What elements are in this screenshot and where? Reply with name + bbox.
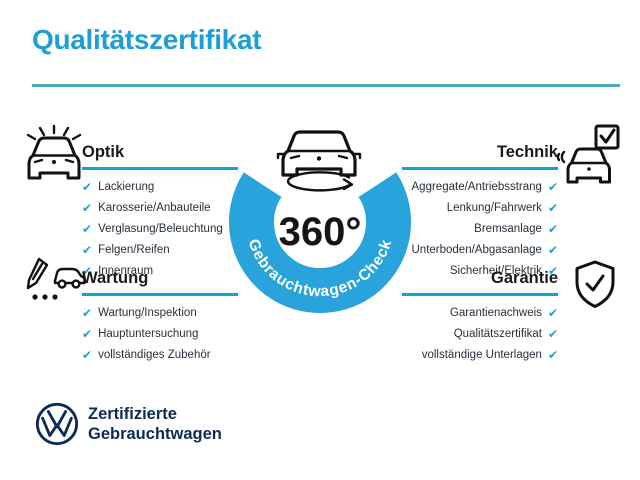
check-item: ✔ Innenraum bbox=[82, 261, 238, 282]
footer-claim: Zertifizierte Gebrauchtwagen bbox=[88, 404, 222, 444]
section-divider bbox=[402, 293, 558, 296]
check-item-label: Karosserie/Anbauteile bbox=[98, 202, 211, 214]
check-item: ✔ Verglasung/Beleuchtung bbox=[82, 219, 238, 240]
checklist: ✔ Aggregate/Antriebsstrang ✔ Lenkung/Fah… bbox=[402, 177, 559, 282]
check-icon: ✔ bbox=[547, 243, 558, 257]
check-item-label: Sicherheit/Elektrik bbox=[449, 265, 542, 277]
check-item-label: Verglasung/Beleuchtung bbox=[98, 223, 223, 235]
check-icon: ✔ bbox=[82, 222, 93, 236]
check-item: ✔ Bremsanlage bbox=[402, 219, 558, 240]
check-item: ✔ vollständige Unterlagen bbox=[402, 345, 558, 366]
check-item-label: vollständiges Zubehör bbox=[98, 349, 211, 361]
section-heading: Technik bbox=[496, 143, 558, 161]
check-item-label: Unterboden/Abgasanlage bbox=[411, 244, 542, 256]
check-icon: ✔ bbox=[82, 180, 93, 194]
check-item: ✔ Garantienachweis bbox=[402, 303, 558, 324]
section-optik: Optik ✔ Lackierung ✔ Karosserie/Anbautei… bbox=[82, 143, 238, 282]
check-item-label: Garantienachweis bbox=[449, 307, 542, 319]
360-check-graphic: Gebrauchtwagen-Check 360° bbox=[229, 130, 411, 313]
checklist: ✔ Lackierung ✔ Karosserie/Anbauteile ✔ V… bbox=[82, 177, 238, 282]
vw-logo bbox=[35, 402, 79, 446]
check-icon: ✔ bbox=[547, 201, 558, 215]
check-icon: ✔ bbox=[547, 264, 558, 278]
ring-shape bbox=[229, 172, 411, 313]
check-item-label: Wartung/Inspektion bbox=[98, 307, 197, 319]
check-icon: ✔ bbox=[82, 264, 93, 278]
check-icon: ✔ bbox=[82, 306, 93, 320]
shiny-car-front-icon bbox=[26, 124, 82, 180]
check-item: ✔ Karosserie/Anbauteile bbox=[82, 198, 238, 219]
check-icon: ✔ bbox=[547, 222, 558, 236]
footer-line2: Gebrauchtwagen bbox=[88, 425, 222, 443]
check-item-label: Aggregate/Antriebsstrang bbox=[411, 181, 542, 193]
checklist: ✔ Wartung/Inspektion ✔ Hauptuntersuchung… bbox=[82, 303, 238, 366]
check-item-label: Innenraum bbox=[98, 265, 154, 277]
pencil-checklist-car-icon bbox=[26, 257, 86, 300]
check-item: ✔ Unterboden/Abgasanlage bbox=[402, 240, 559, 261]
car-checkbox-icon bbox=[556, 124, 620, 184]
check-item: ✔ Lackierung bbox=[82, 177, 238, 198]
page-title: Qualitätszertifikat bbox=[32, 24, 262, 55]
check-item: ✔ Sicherheit/Elektrik bbox=[402, 261, 558, 282]
check-item-label: Felgen/Reifen bbox=[98, 244, 170, 256]
title-divider bbox=[32, 84, 620, 87]
section-heading: Garantie bbox=[491, 269, 558, 287]
check-icon: ✔ bbox=[82, 243, 93, 257]
check-item-label: Lackierung bbox=[98, 181, 155, 193]
check-icon: ✔ bbox=[82, 201, 93, 215]
section-technik: Technik ✔ Aggregate/Antriebsstrang ✔ Len… bbox=[402, 143, 558, 282]
section-heading: Wartung bbox=[82, 269, 149, 287]
check-item: ✔ Lenkung/Fahrwerk bbox=[402, 198, 558, 219]
check-icon: ✔ bbox=[547, 327, 558, 341]
check-item-label: Bremsanlage bbox=[474, 223, 542, 235]
footer-line1: Zertifizierte bbox=[88, 405, 177, 423]
section-wartung: Wartung ✔ Wartung/Inspektion ✔ Hauptunte… bbox=[82, 269, 238, 366]
section-garantie: Garantie ✔ Garantienachweis ✔ Qualitätsz… bbox=[402, 269, 558, 366]
check-item: ✔ Wartung/Inspektion bbox=[82, 303, 238, 324]
check-item: ✔ Felgen/Reifen bbox=[82, 240, 238, 261]
degree-label: 360° bbox=[279, 210, 362, 254]
check-item: ✔ Hauptuntersuchung bbox=[82, 324, 238, 345]
check-icon: ✔ bbox=[82, 327, 93, 341]
section-divider bbox=[402, 167, 558, 170]
check-icon: ✔ bbox=[547, 306, 558, 320]
shield-check-icon bbox=[575, 260, 615, 308]
check-icon: ✔ bbox=[82, 348, 93, 362]
check-icon: ✔ bbox=[547, 348, 558, 362]
check-item-label: Qualitätszertifikat bbox=[453, 328, 542, 340]
check-item-label: Hauptuntersuchung bbox=[98, 328, 199, 340]
section-divider bbox=[82, 293, 238, 296]
rotating-car-icon bbox=[276, 130, 362, 192]
check-item: ✔ Aggregate/Antriebsstrang bbox=[402, 177, 558, 198]
check-item: ✔ Qualitätszertifikat bbox=[402, 324, 558, 345]
section-heading: Optik bbox=[82, 143, 125, 161]
section-divider bbox=[82, 167, 238, 170]
checklist: ✔ Garantienachweis ✔ Qualitätszertifikat… bbox=[402, 303, 558, 366]
check-item-label: vollständige Unterlagen bbox=[421, 349, 542, 361]
check-item-label: Lenkung/Fahrwerk bbox=[446, 202, 542, 214]
check-icon: ✔ bbox=[547, 180, 558, 194]
check-item: ✔ vollständiges Zubehör bbox=[82, 345, 238, 366]
